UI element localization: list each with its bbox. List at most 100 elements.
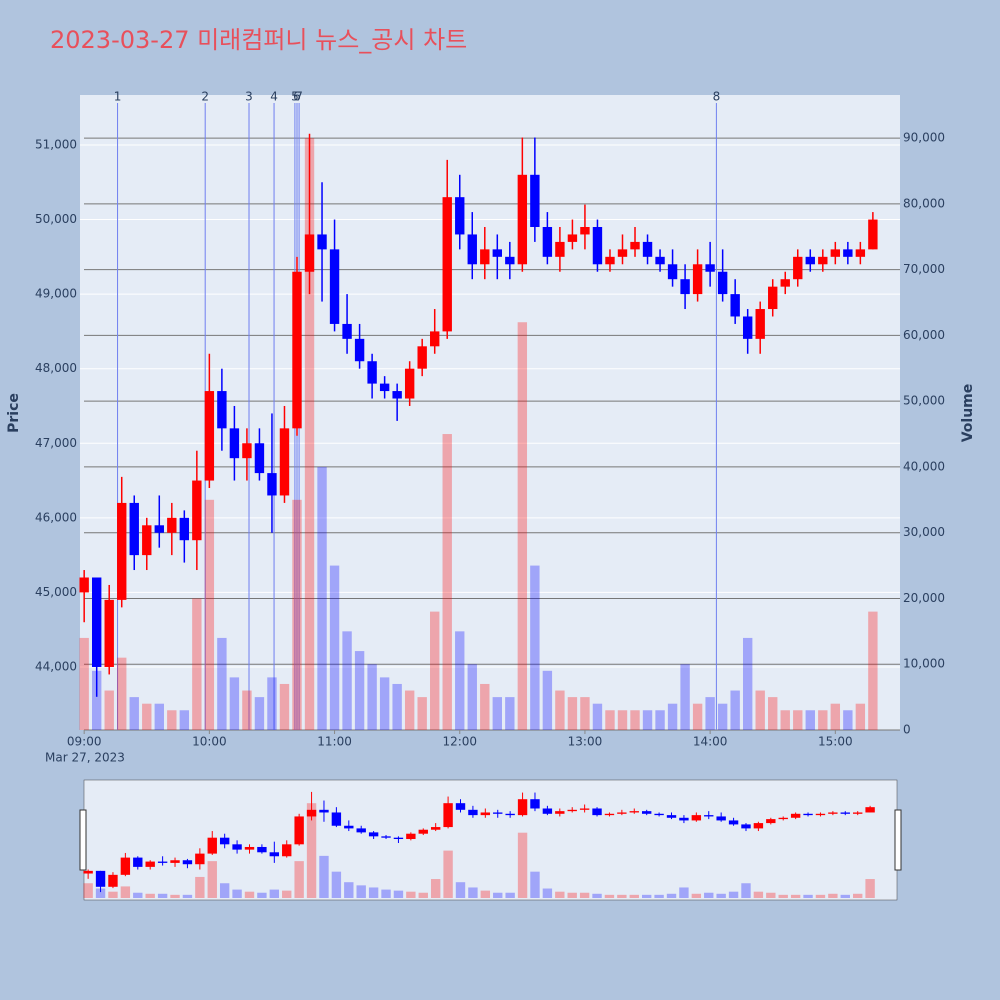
y2-tick-label: 0 [903, 723, 911, 737]
candle-body [404, 368, 415, 399]
y-tick-label: 48,000 [35, 361, 77, 375]
mini-candle-body [679, 817, 689, 821]
y-tick-label: 45,000 [35, 585, 77, 599]
y2-tick-label: 90,000 [903, 131, 945, 145]
volume-bar [617, 710, 628, 730]
mini-volume-bar [157, 893, 168, 898]
mini-volume-bar [83, 883, 93, 898]
mini-candle-body [244, 846, 255, 850]
mini-volume-bar [654, 894, 664, 898]
volume-bar [855, 703, 866, 730]
candle-body [717, 271, 728, 295]
range-slider[interactable] [83, 779, 898, 901]
mini-candle-body [133, 857, 143, 867]
candle-body [605, 256, 615, 265]
mini-volume-bar [294, 861, 304, 898]
y2-tick-label: 80,000 [903, 196, 945, 210]
volume-bar [154, 703, 164, 730]
mini-volume-bar [195, 876, 205, 898]
range-handle[interactable] [894, 809, 902, 871]
candle-body [304, 234, 315, 272]
candle-body [742, 316, 753, 339]
candle-body [793, 256, 803, 280]
candle-body [430, 331, 440, 347]
x-tick-label: 15:00 [818, 735, 853, 749]
mini-volume-bar [468, 887, 478, 898]
volume-bar [467, 664, 477, 730]
mini-volume-bar [182, 894, 193, 898]
mini-candle-body [666, 815, 677, 818]
candle-body [642, 241, 653, 257]
mini-volume-bar [207, 861, 217, 898]
mini-candle-body [232, 844, 242, 850]
candle-body [567, 234, 578, 242]
mini-volume-bar [803, 894, 813, 898]
mini-volume-bar [579, 892, 590, 898]
candle-body [167, 517, 177, 533]
volume-bar [805, 710, 815, 730]
y2-tick-label: 30,000 [903, 525, 945, 539]
mini-candle-body [629, 811, 639, 813]
mini-volume-bar [133, 892, 143, 898]
mini-volume-bar [728, 891, 739, 898]
y-tick-label: 51,000 [35, 137, 77, 151]
mini-volume-bar [790, 894, 801, 898]
chart-title: 2023-03-27 미래컴퍼니 뉴스_공시 차트 [50, 26, 467, 54]
volume-bar [342, 631, 352, 730]
candle-body [780, 279, 790, 287]
mini-volume-bar [244, 891, 255, 898]
candle-body [267, 473, 277, 496]
mini-candle-body [108, 874, 118, 887]
x-date-label: Mar 27, 2023 [45, 751, 125, 765]
range-handle[interactable] [79, 809, 87, 871]
mini-candle-body [654, 813, 664, 816]
x-tick-label: 11:00 [317, 735, 352, 749]
candle-body [492, 249, 502, 257]
mini-candle-body [120, 857, 131, 875]
y2-axis-title: Volume [960, 384, 976, 443]
mini-candle-body [468, 809, 478, 816]
volume-bar [567, 697, 578, 730]
news-label: 3 [245, 90, 253, 104]
y2-tick-label: 20,000 [903, 591, 945, 605]
candle-body [91, 577, 102, 667]
mini-candle-body [294, 816, 304, 845]
candle-body [480, 249, 490, 265]
volume-bar [455, 631, 465, 730]
mini-candle-body [828, 812, 838, 814]
volume-bar [354, 651, 365, 730]
mini-candle-body [344, 825, 354, 829]
mini-candle-body [766, 819, 776, 824]
mini-candle-body [567, 809, 577, 812]
volume-bar [229, 677, 240, 730]
volume-bar [642, 710, 653, 730]
volume-bar [379, 677, 390, 730]
mini-volume-bar [815, 894, 826, 898]
mini-candle-body [542, 808, 553, 814]
volume-bar [117, 657, 127, 730]
volume-bar [392, 683, 402, 730]
candle-body [392, 391, 402, 399]
volume-bar [142, 703, 152, 730]
volume-bar [542, 670, 553, 730]
mini-candle-body [406, 833, 416, 840]
candle-body [329, 249, 340, 324]
candle-body [417, 346, 427, 369]
mini-volume-bar [617, 894, 627, 898]
volume-bar [417, 697, 427, 730]
y2-tick-label: 10,000 [903, 657, 945, 671]
mini-volume-bar [120, 886, 131, 898]
candle-body [79, 577, 89, 593]
mini-candle-body [306, 809, 317, 817]
mini-volume-bar [493, 892, 503, 898]
mini-volume-bar [517, 832, 528, 898]
mini-volume-bar [505, 892, 515, 898]
mini-volume-bar [828, 893, 838, 898]
mini-volume-bar [542, 888, 553, 898]
x-tick-label: 14:00 [693, 735, 728, 749]
mini-volume-bar [219, 883, 230, 898]
mini-candle-body [840, 812, 850, 814]
candle-body [705, 264, 715, 272]
candle-body [855, 249, 866, 257]
